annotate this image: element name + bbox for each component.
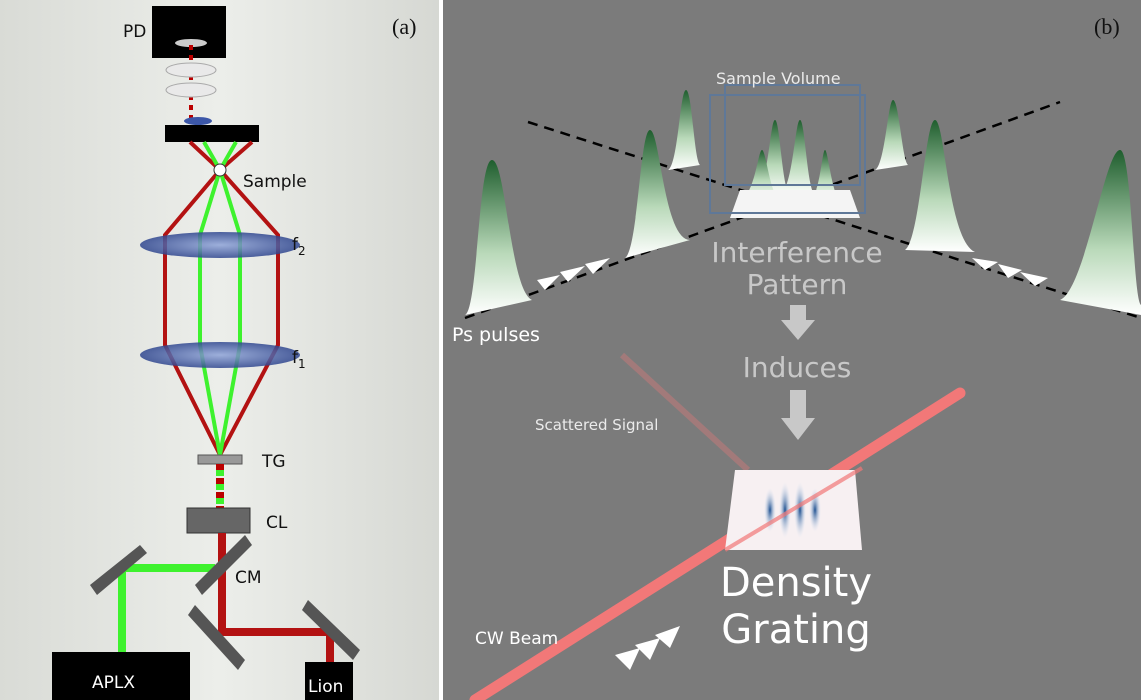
lens — [184, 117, 212, 125]
lens-f2 — [140, 232, 300, 258]
label-induces: Induces — [743, 351, 852, 384]
label-pattern: Pattern — [747, 268, 848, 301]
subscript: 1 — [298, 357, 306, 371]
label-sample-volume: Sample Volume — [716, 69, 841, 88]
lens-f1 — [140, 342, 300, 368]
label-cl: CL — [266, 513, 288, 533]
label-lion: Lion — [308, 677, 343, 697]
lens-cl — [187, 508, 250, 533]
label-scattered-signal: Scattered Signal — [535, 416, 658, 434]
panel-b: (b) Sample Volume Interference Pattern I… — [443, 0, 1141, 700]
figure: (a) PD Sample f2 f1 TG CL CM APLX Lion — [0, 0, 1141, 700]
label-density: Density — [720, 560, 872, 606]
label-pd: PD — [123, 22, 146, 42]
panel-label: (a) — [392, 14, 416, 39]
panel-label: (b) — [1094, 14, 1120, 39]
grating — [198, 455, 242, 464]
label-aplx: APLX — [92, 673, 135, 693]
label-cm: CM — [235, 568, 262, 588]
sample — [214, 164, 226, 176]
label-ps-pulses: Ps pulses — [452, 324, 540, 346]
label-sample: Sample — [243, 172, 307, 192]
pd-box — [152, 6, 226, 58]
label-cw-beam: CW Beam — [475, 629, 558, 649]
filter — [166, 83, 216, 97]
label-tg: TG — [261, 452, 286, 472]
subscript: 2 — [298, 244, 306, 258]
panel-a: (a) PD Sample f2 f1 TG CL CM APLX Lion — [0, 0, 439, 700]
label-interference: Interference — [711, 236, 882, 269]
filter — [166, 63, 216, 77]
label-grating: Grating — [721, 607, 871, 653]
aperture-plate — [165, 125, 259, 142]
